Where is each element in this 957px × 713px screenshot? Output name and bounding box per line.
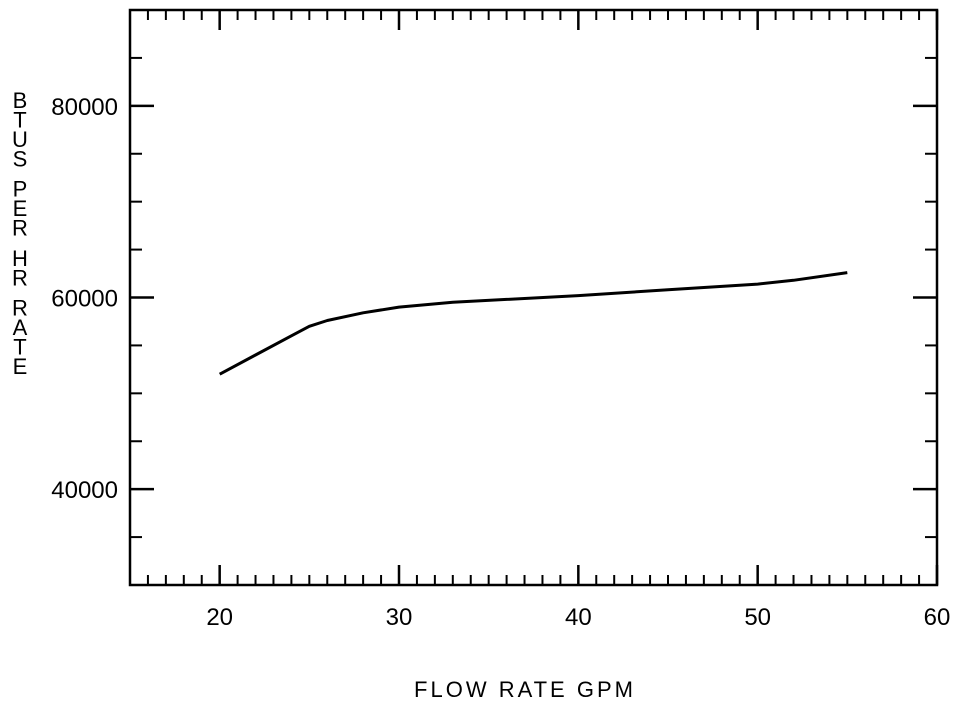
series-line bbox=[218, 271, 848, 376]
y-axis-title-char: R bbox=[12, 265, 28, 290]
y-axis-title-char: P bbox=[13, 177, 28, 202]
y-tick-label: 80000 bbox=[51, 94, 118, 121]
y-axis-title-char: S bbox=[13, 147, 28, 172]
y-tick-labels: 40000 60000 80000 bbox=[51, 94, 118, 504]
minor-ticks bbox=[129, 10, 937, 585]
y-axis-title-char: R bbox=[12, 216, 28, 241]
y-tick-label: 60000 bbox=[51, 286, 118, 313]
y-tick-label: 40000 bbox=[51, 477, 118, 504]
y-axis-title-char: H bbox=[12, 246, 28, 271]
y-axis-title-char: T bbox=[13, 108, 26, 133]
y-axis-title-char: R bbox=[12, 296, 28, 321]
x-tick-label: 30 bbox=[386, 604, 413, 631]
y-axis-title-char: A bbox=[13, 315, 28, 340]
x-tick-label: 50 bbox=[744, 604, 771, 631]
x-tick-label: 60 bbox=[924, 604, 951, 631]
x-axis-title: FLOW RATE GPM bbox=[414, 677, 636, 702]
x-tick-label: 40 bbox=[565, 604, 592, 631]
x-tick-labels: 20 30 40 50 60 bbox=[206, 604, 950, 631]
y-axis-title-char: T bbox=[13, 335, 26, 360]
y-axis-title-char: E bbox=[13, 196, 28, 221]
y-axis-title-char: B bbox=[13, 88, 28, 113]
y-axis-title-char: E bbox=[13, 354, 28, 379]
major-ticks bbox=[130, 10, 939, 585]
x-tick-label: 20 bbox=[206, 604, 233, 631]
y-axis-title-char: U bbox=[12, 127, 28, 152]
